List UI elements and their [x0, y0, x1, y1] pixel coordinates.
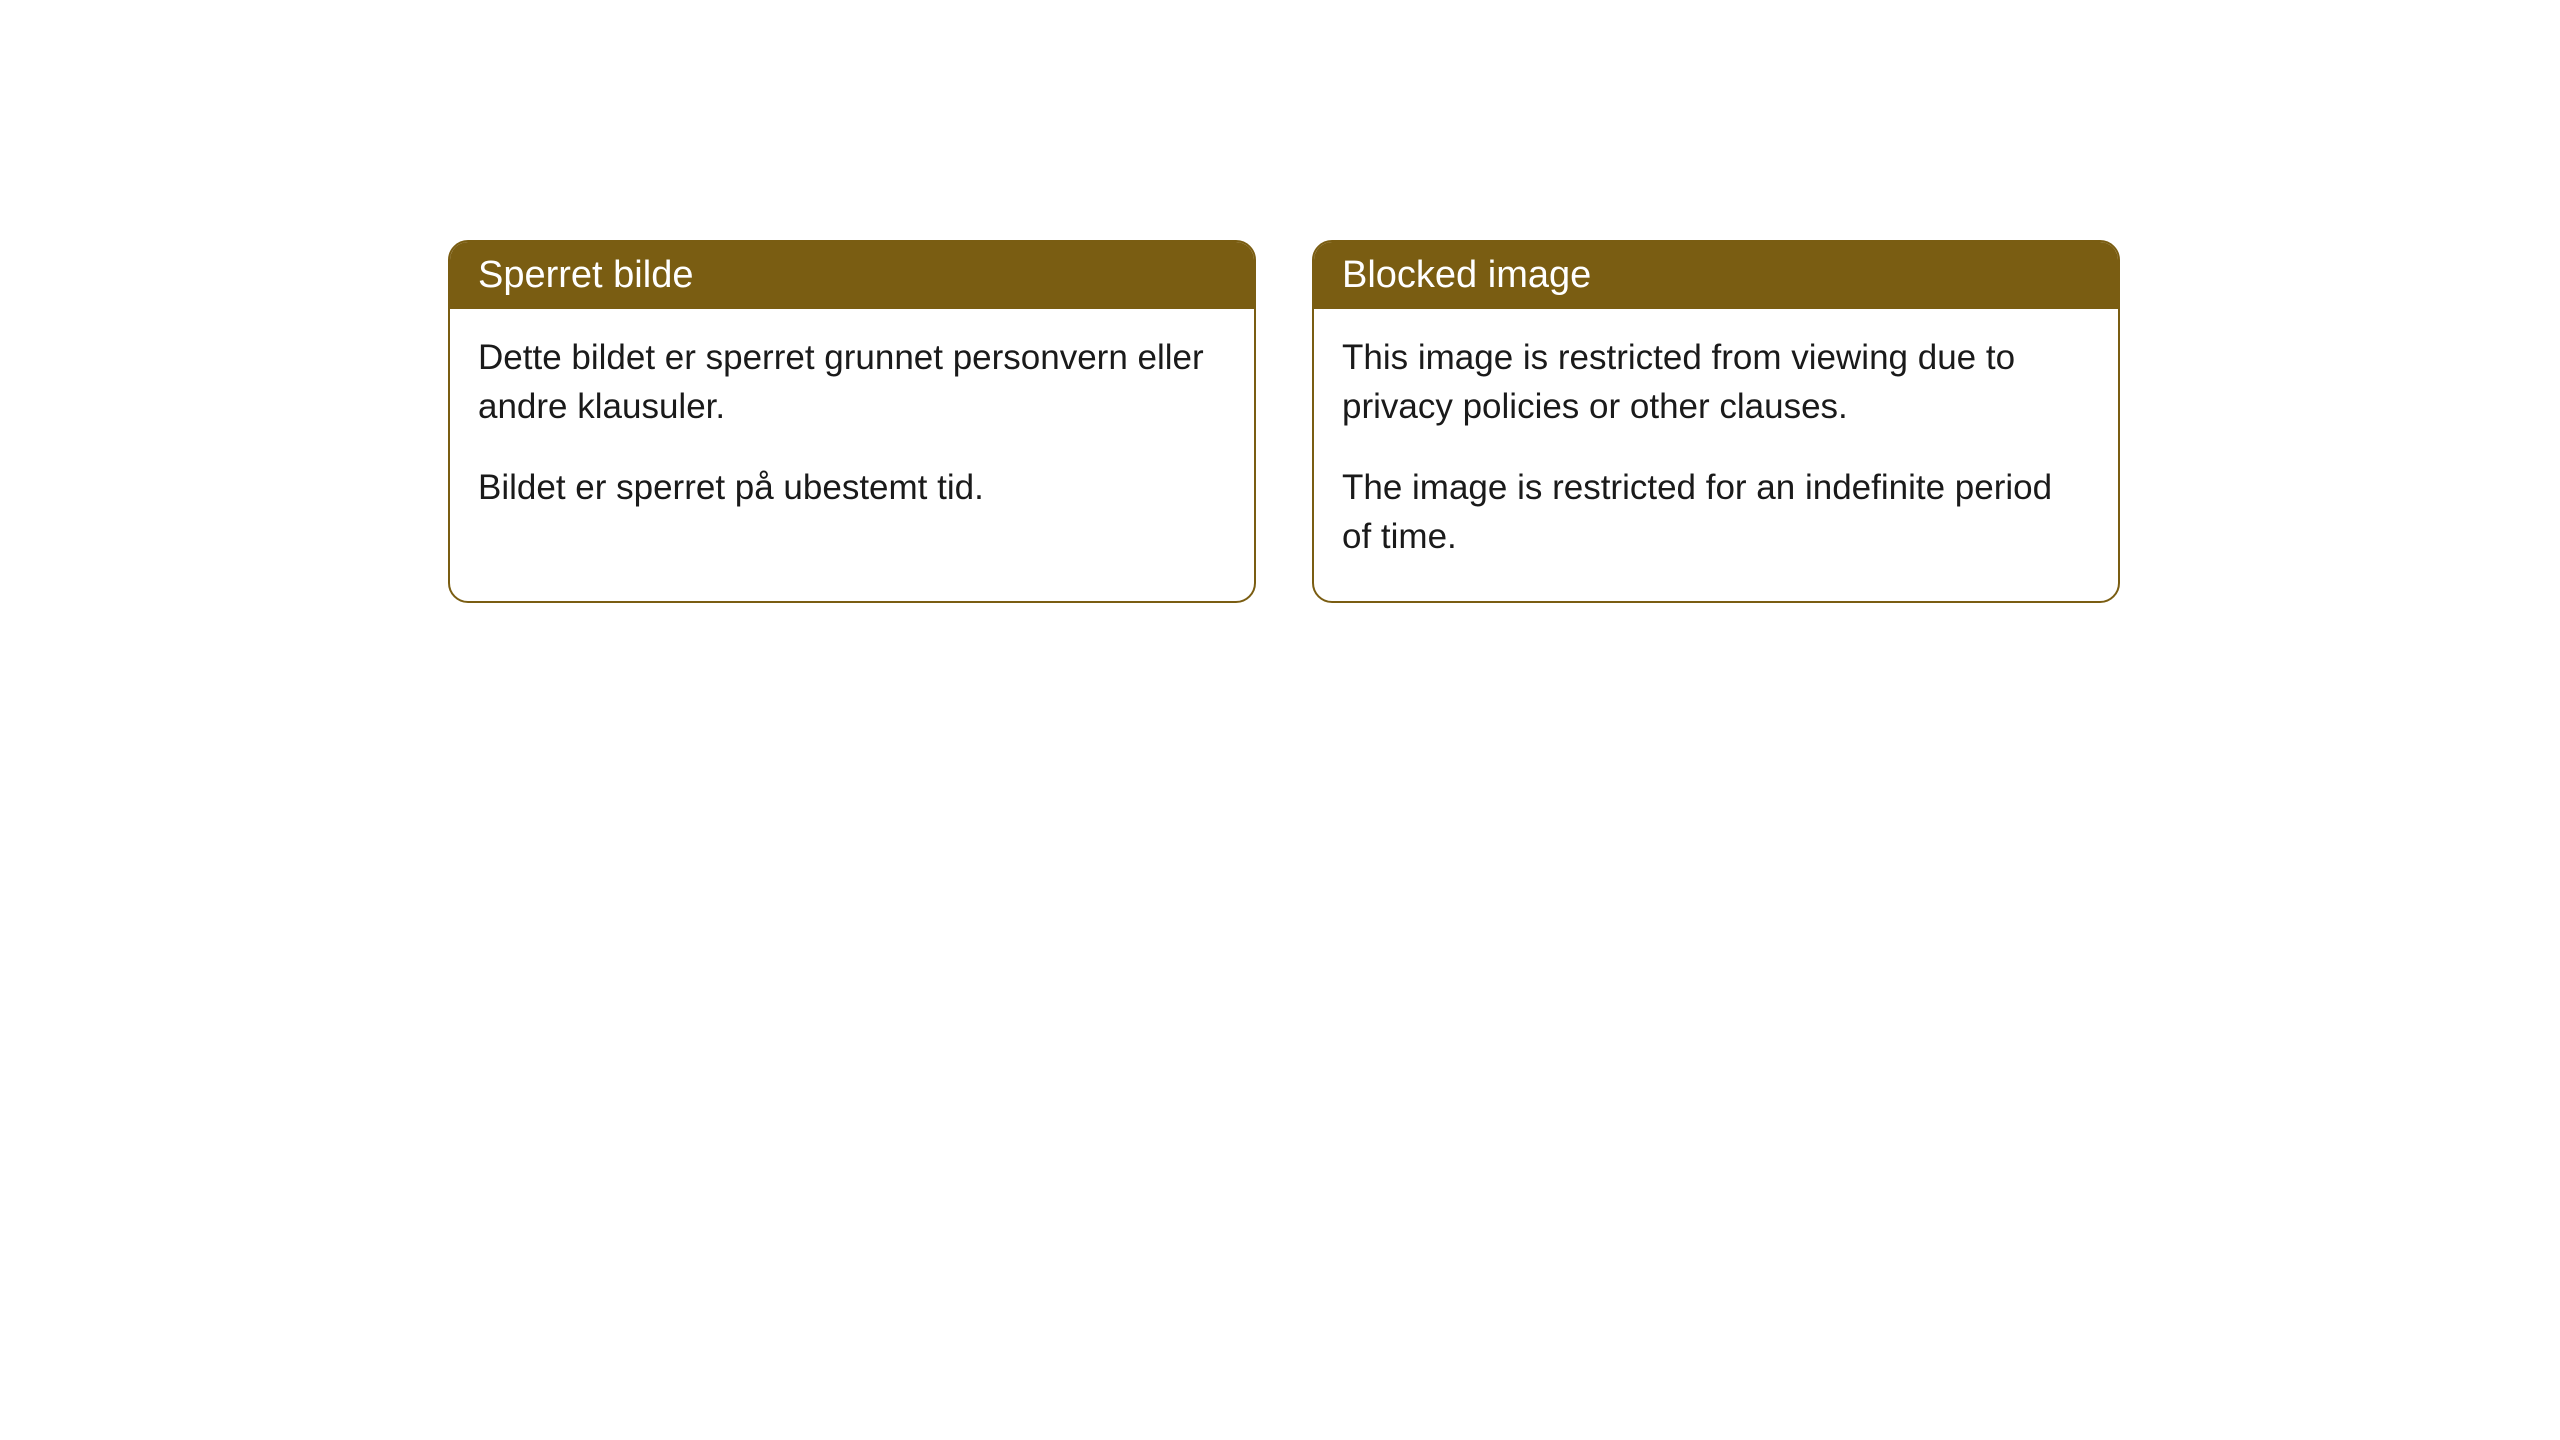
- card-paragraph1-norwegian: Dette bildet er sperret grunnet personve…: [478, 333, 1226, 431]
- blocked-image-card-norwegian: Sperret bilde Dette bildet er sperret gr…: [448, 240, 1256, 603]
- notice-cards-container: Sperret bilde Dette bildet er sperret gr…: [448, 240, 2120, 603]
- card-header-english: Blocked image: [1314, 242, 2118, 309]
- blocked-image-card-english: Blocked image This image is restricted f…: [1312, 240, 2120, 603]
- card-paragraph1-english: This image is restricted from viewing du…: [1342, 333, 2090, 431]
- card-body-english: This image is restricted from viewing du…: [1314, 309, 2118, 601]
- card-title-norwegian: Sperret bilde: [478, 254, 693, 296]
- card-header-norwegian: Sperret bilde: [450, 242, 1254, 309]
- card-body-norwegian: Dette bildet er sperret grunnet personve…: [450, 309, 1254, 552]
- card-paragraph2-english: The image is restricted for an indefinit…: [1342, 463, 2090, 561]
- card-title-english: Blocked image: [1342, 254, 1591, 296]
- card-paragraph2-norwegian: Bildet er sperret på ubestemt tid.: [478, 463, 1226, 512]
